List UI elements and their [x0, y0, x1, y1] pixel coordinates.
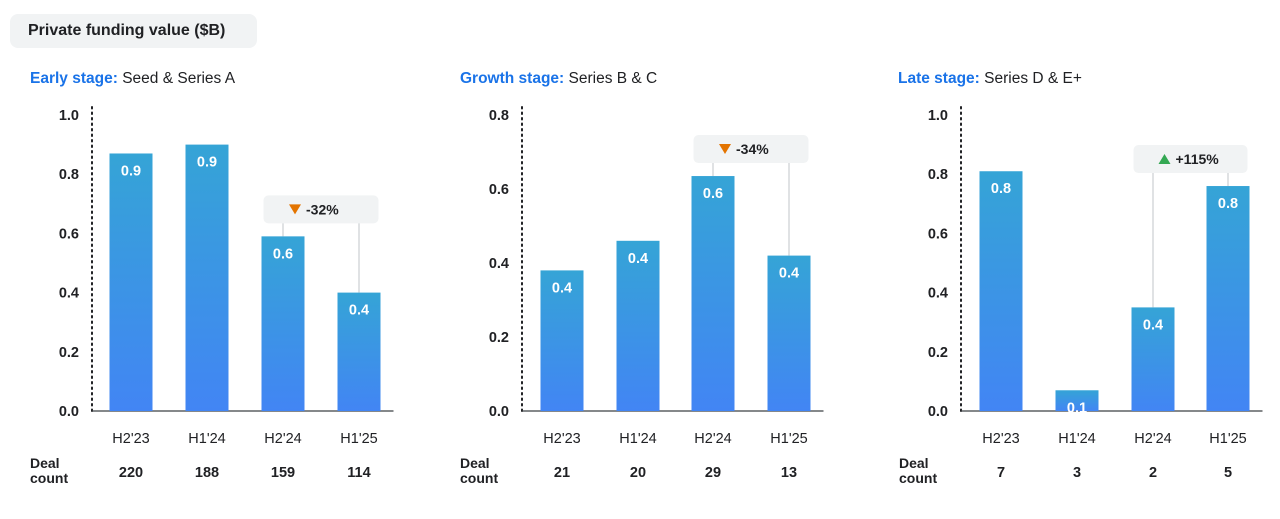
y-tick-label: 0.4: [59, 286, 79, 302]
x-tick-label: H2'24: [1134, 431, 1171, 447]
x-tick-label: H2'23: [112, 431, 149, 447]
y-tick-label: 0.0: [489, 404, 509, 420]
y-tick-label: 0.0: [59, 404, 79, 420]
down-arrow-icon: [719, 144, 731, 155]
series-label-late: Series D & E+: [984, 70, 1082, 87]
deal-count-label-early: Deal count: [30, 455, 69, 486]
series-label-early: Seed & Series A: [122, 70, 236, 87]
deal-count-value: 13: [781, 465, 797, 481]
bar-late-2: [1131, 307, 1175, 411]
bar-late-3: [1206, 186, 1250, 411]
bar-late-0: [979, 171, 1023, 411]
change-badge: [263, 195, 379, 224]
change-badge: [693, 135, 809, 164]
bar-early-0: [109, 153, 153, 412]
bar-value-label: 0.4: [349, 303, 369, 319]
change-label: +115%: [1176, 151, 1220, 167]
bar-value-label: 0.4: [1143, 317, 1163, 333]
bar-value-label: 0.9: [197, 155, 217, 171]
deal-count-value: 220: [119, 465, 143, 481]
x-tick-label: H1'25: [1209, 431, 1246, 447]
y-tick-label: 0.8: [489, 108, 509, 124]
bar-value-label: 0.9: [121, 163, 141, 179]
y-tick-label: 0.0: [928, 404, 948, 420]
panel-heading-growth: Growth stage: Series B & C: [460, 70, 657, 88]
stage-label-growth: Growth stage:: [460, 70, 565, 87]
x-tick-label: H1'24: [1058, 431, 1095, 447]
x-tick-label: H2'24: [264, 431, 301, 447]
y-tick-label: 0.4: [489, 256, 509, 272]
bar-early-2: [261, 236, 305, 411]
stage-label-early: Early stage:: [30, 70, 118, 87]
bar-value-label: 0.4: [779, 266, 799, 282]
deal-count-value: 3: [1073, 465, 1081, 481]
bar-value-label: 0.8: [991, 181, 1011, 197]
chart-title: Private funding value ($B): [10, 14, 257, 48]
x-tick-label: H2'23: [982, 431, 1019, 447]
bar-value-label: 0.6: [703, 186, 723, 202]
bar-growth-2: [691, 176, 735, 411]
bar-value-label: 0.8: [1218, 196, 1238, 212]
y-tick-label: 0.6: [489, 182, 509, 198]
deal-count-value: 29: [705, 465, 721, 481]
x-tick-label: H1'25: [770, 431, 807, 447]
y-tick-label: 1.0: [59, 108, 79, 124]
deal-count-value: 21: [554, 465, 570, 481]
up-arrow-icon: [1158, 154, 1171, 165]
y-tick-label: 0.6: [59, 226, 79, 242]
bar-growth-1: [616, 240, 660, 411]
bar-early-1: [185, 144, 229, 411]
x-tick-label: H2'23: [543, 431, 580, 447]
series-label-growth: Series B & C: [568, 70, 658, 87]
stage-label-late: Late stage:: [898, 70, 980, 87]
deal-count-value: 159: [271, 465, 295, 481]
y-tick-label: 0.2: [928, 345, 948, 361]
bar-value-label: 0.6: [273, 246, 293, 262]
x-tick-label: H1'25: [340, 431, 377, 447]
bar-late-1: [1055, 390, 1099, 411]
y-tick-label: 0.6: [928, 226, 948, 242]
deal-count-value: 7: [997, 465, 1005, 481]
x-tick-label: H1'24: [619, 431, 656, 447]
bar-value-label: 0.4: [628, 251, 648, 267]
deal-count-value: 2: [1149, 465, 1157, 481]
bar-growth-0: [540, 270, 584, 411]
bar-value-label: 0.4: [552, 280, 572, 296]
change-label: -32%: [306, 201, 339, 217]
change-badge: [1133, 145, 1248, 174]
y-tick-label: 0.4: [928, 286, 948, 302]
deal-count-label-growth: Deal count: [460, 455, 499, 486]
bar-growth-3: [767, 255, 811, 411]
y-tick-label: 0.2: [489, 330, 509, 346]
y-tick-label: 0.8: [928, 167, 948, 183]
deal-count-value: 20: [630, 465, 646, 481]
x-tick-label: H2'24: [694, 431, 731, 447]
deal-count-value: 5: [1224, 465, 1232, 481]
x-tick-label: H1'24: [188, 431, 225, 447]
bar-early-3: [337, 292, 381, 411]
deal-count-label-late: Deal count: [899, 455, 938, 486]
change-label: -34%: [736, 141, 769, 157]
bar-value-label: 0.1: [1067, 400, 1087, 416]
deal-count-value: 188: [195, 465, 219, 481]
down-arrow-icon: [289, 204, 301, 215]
y-tick-label: 1.0: [928, 108, 948, 124]
y-tick-label: 0.8: [59, 167, 79, 183]
panel-heading-late: Late stage: Series D & E+: [898, 70, 1082, 88]
panel-heading-early: Early stage: Seed & Series A: [30, 70, 235, 88]
deal-count-value: 114: [347, 465, 370, 481]
y-tick-label: 0.2: [59, 345, 79, 361]
